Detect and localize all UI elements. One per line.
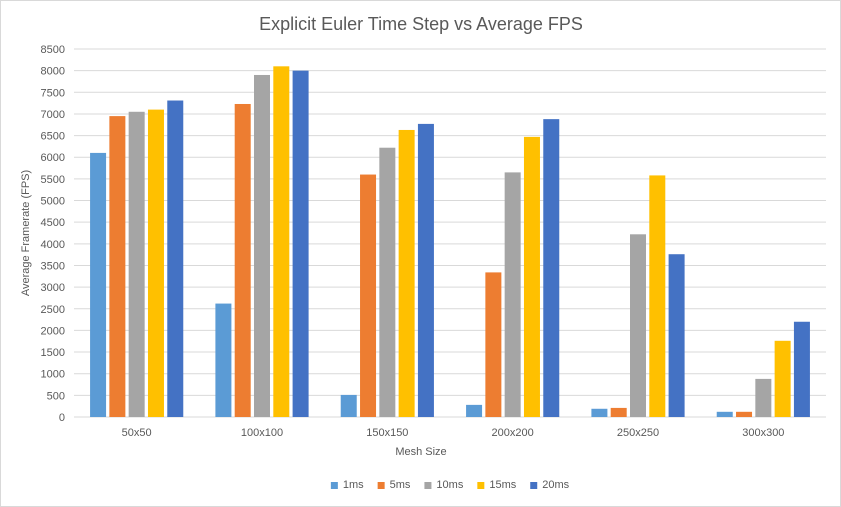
y-tick-label: 1000: [41, 369, 65, 381]
y-tick-label: 6500: [41, 131, 65, 143]
y-tick-label: 5000: [41, 196, 65, 208]
y-tick-label: 0: [59, 412, 65, 424]
bar-20ms-200x200: [543, 119, 560, 417]
bars: [90, 66, 810, 418]
bar-5ms-50x50: [109, 116, 126, 417]
legend-item-20ms: 20ms: [530, 479, 570, 491]
bar-15ms-250x250: [649, 175, 666, 417]
legend-swatch: [530, 482, 538, 489]
legend-item-15ms: 15ms: [477, 479, 517, 491]
bar-10ms-300x300: [755, 378, 772, 417]
x-axis-ticks: 50x50 100x100 150x150 200x200 250x250 300x300: [122, 427, 785, 439]
legend-swatch: [424, 482, 432, 489]
y-tick-label: 7000: [41, 109, 65, 121]
y-tick-label: 500: [47, 390, 65, 402]
legend-swatch: [330, 482, 338, 489]
bar-5ms-100x100: [234, 103, 251, 418]
x-tick-label: 300x300: [742, 427, 784, 439]
x-tick-label: 100x100: [241, 427, 283, 439]
y-tick-label: 3500: [41, 260, 65, 272]
bar-1ms-50x50: [90, 152, 107, 417]
bar-1ms-300x300: [716, 411, 733, 417]
x-tick-label: 250x250: [617, 427, 659, 439]
legend-swatch: [377, 482, 385, 489]
y-tick-label: 4500: [41, 217, 65, 229]
x-tick-label: 50x50: [122, 427, 152, 439]
bar-5ms-200x200: [485, 272, 502, 417]
y-tick-label: 7500: [41, 87, 65, 99]
y-tick-label: 4000: [41, 239, 65, 251]
bar-20ms-100x100: [292, 70, 309, 417]
legend-swatch: [477, 482, 485, 489]
bar-5ms-300x300: [736, 411, 753, 417]
legend-label: 20ms: [542, 479, 569, 491]
y-tick-label: 3000: [41, 282, 65, 294]
bar-1ms-200x200: [466, 404, 483, 417]
legend-label: 5ms: [390, 479, 411, 491]
legend-label: 1ms: [343, 479, 364, 491]
bar-10ms-150x150: [379, 147, 396, 418]
bar-1ms-150x150: [340, 394, 357, 417]
bar-15ms-100x100: [273, 66, 290, 417]
bar-15ms-200x200: [523, 136, 540, 417]
bar-20ms-150x150: [417, 123, 434, 417]
bar-15ms-300x300: [774, 340, 791, 417]
y-tick-label: 2500: [41, 304, 65, 316]
bar-15ms-50x50: [147, 109, 164, 418]
legend-item-5ms: 5ms: [377, 479, 411, 491]
y-axis-ticks: 0 500 1000 1500 2000 2500 3000 3500 4000 4500 5000…: [41, 44, 65, 424]
bar-10ms-50x50: [128, 111, 145, 417]
legend-label: 10ms: [436, 479, 463, 491]
bar-10ms-200x200: [504, 172, 521, 417]
y-axis-title: Average Framerate (FPS): [20, 170, 32, 296]
gridlines: [74, 48, 826, 418]
bar-10ms-100x100: [254, 74, 270, 417]
bar-20ms-300x300: [793, 321, 810, 417]
chart-title: Explicit Euler Time Step vs Average FPS: [259, 14, 583, 34]
x-axis-title: Mesh Size: [395, 446, 446, 458]
y-tick-label: 2000: [41, 325, 65, 337]
legend: 1ms 5ms 10ms 15ms 20ms: [330, 479, 570, 491]
legend-item-1ms: 1ms: [330, 479, 364, 491]
y-tick-label: 8000: [41, 66, 65, 78]
bar-1ms-250x250: [591, 408, 608, 417]
y-tick-label: 6000: [41, 152, 65, 164]
bar-20ms-50x50: [167, 100, 184, 418]
y-tick-label: 5500: [41, 174, 65, 186]
bar-15ms-150x150: [398, 129, 415, 417]
legend-label: 15ms: [489, 479, 516, 491]
bar-5ms-250x250: [610, 407, 627, 417]
x-tick-label: 200x200: [492, 427, 534, 439]
legend-item-10ms: 10ms: [424, 479, 464, 491]
bar-10ms-250x250: [630, 234, 646, 417]
x-tick-label: 150x150: [366, 427, 408, 439]
bar-1ms-100x100: [215, 303, 232, 417]
y-tick-label: 1500: [41, 347, 65, 359]
bar-5ms-150x150: [360, 174, 377, 417]
bar-20ms-250x250: [668, 254, 685, 417]
y-tick-label: 8500: [41, 44, 65, 56]
